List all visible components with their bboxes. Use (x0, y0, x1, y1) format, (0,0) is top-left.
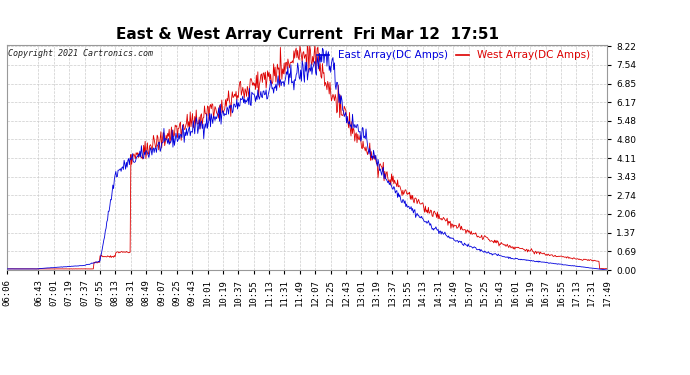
Text: Copyright 2021 Cartronics.com: Copyright 2021 Cartronics.com (8, 50, 152, 58)
Legend: East Array(DC Amps), West Array(DC Amps): East Array(DC Amps), West Array(DC Amps) (317, 50, 590, 60)
Title: East & West Array Current  Fri Mar 12  17:51: East & West Array Current Fri Mar 12 17:… (115, 27, 499, 42)
